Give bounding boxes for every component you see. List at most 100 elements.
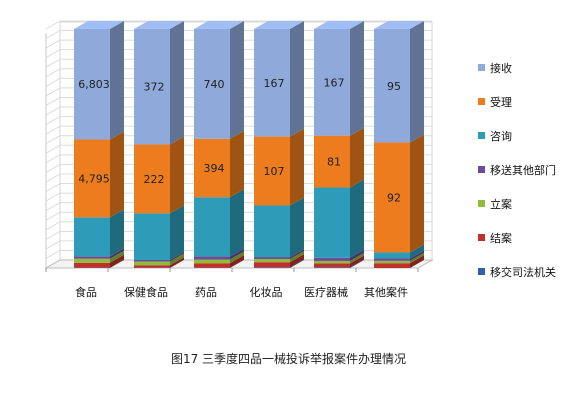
- bar-segment: [374, 263, 410, 268]
- data-label: 92: [387, 191, 401, 204]
- data-label: 372: [144, 81, 165, 94]
- grid-line-side: [45, 97, 61, 106]
- data-label: 167: [324, 76, 345, 89]
- bar-segment: [134, 265, 170, 268]
- bar-segment-side: [410, 252, 424, 264]
- bar-segment-side: [290, 259, 304, 268]
- bar-segment: [374, 260, 410, 264]
- bar-segment: [194, 29, 230, 139]
- grid-line-side: [45, 221, 61, 231]
- grid-line-side: [45, 116, 61, 126]
- data-label: 107: [264, 165, 285, 178]
- grid-line-side: [45, 77, 61, 87]
- bar-segment: [74, 258, 110, 263]
- grid-line-side: [45, 192, 61, 202]
- figure-caption: 图17 三季度四品一械投诉举报案件办理情况: [170, 352, 407, 366]
- bar-segment-side: [110, 250, 124, 263]
- bar-segment-side: [410, 255, 424, 268]
- grid-line-side: [45, 154, 61, 164]
- bar-segment-side: [350, 259, 364, 268]
- bar-segment: [254, 205, 290, 258]
- bar-segment: [314, 267, 350, 268]
- bar-segment: [74, 139, 110, 218]
- grid-line-side: [45, 230, 61, 240]
- bar-segment-side: [110, 248, 124, 259]
- bar-segment: [74, 217, 110, 257]
- bar-segment-side: [350, 179, 364, 258]
- grid-line-side: [45, 135, 61, 145]
- bar-top-face: [74, 21, 124, 29]
- bar-top-face: [254, 21, 304, 29]
- legend-label: 立案: [490, 197, 512, 211]
- bar-segment-side: [350, 21, 364, 136]
- bar-segment: [134, 213, 170, 260]
- grid-line-side: [45, 211, 61, 221]
- bar-segment-side: [290, 128, 304, 206]
- bar-segment: [74, 29, 110, 140]
- bar-top-face: [314, 21, 364, 29]
- bar-segment: [74, 262, 110, 268]
- bar-segment-side: [170, 21, 184, 145]
- bar-segment: [374, 29, 410, 143]
- bar-segment-side: [350, 252, 364, 264]
- data-label: 81: [327, 156, 341, 169]
- bar-segment-side: [110, 131, 124, 218]
- bar-segment-side: [170, 251, 184, 262]
- bar-segment-side: [410, 250, 424, 261]
- bar-segment: [194, 263, 230, 268]
- grid-line-side: [45, 30, 61, 39]
- bar-segment-side: [230, 259, 244, 268]
- data-label: 222: [144, 173, 165, 186]
- grid-line-side: [45, 202, 61, 212]
- grid-line-side: [45, 87, 61, 97]
- bar-segment-side: [410, 244, 424, 259]
- bar-segment: [314, 257, 350, 261]
- category-label: 药品: [195, 286, 217, 299]
- grid-line-side: [45, 49, 61, 59]
- bar-segment: [254, 136, 290, 206]
- data-label: 95: [387, 80, 401, 93]
- bar-segment: [134, 259, 170, 262]
- legend-label: 受理: [490, 96, 512, 109]
- grid-line-side: [45, 39, 61, 49]
- bar-top-face: [374, 21, 424, 29]
- bar-segment: [134, 29, 170, 145]
- bar-segment-side: [230, 189, 244, 257]
- category-label: 食品: [75, 285, 97, 299]
- bar-segment-side: [290, 250, 304, 263]
- category-label: 保健食品: [124, 285, 168, 299]
- category-label: 化妆品: [250, 285, 283, 299]
- bar-segment: [74, 256, 110, 259]
- bar-segment: [254, 257, 290, 259]
- grid-line-side: [45, 20, 61, 30]
- bar-segment: [314, 29, 350, 136]
- bar-segment-side: [350, 255, 364, 268]
- bar-segment-side: [410, 134, 424, 253]
- bar-segment: [314, 135, 350, 188]
- bar-segment: [194, 256, 230, 260]
- bar-segment: [254, 262, 290, 268]
- legend-swatch: [478, 64, 485, 71]
- bar-segment: [314, 263, 350, 268]
- bar-segment-side: [230, 251, 244, 264]
- bar-segment-side: [230, 248, 244, 260]
- bar-segment: [134, 144, 170, 214]
- data-label: 167: [264, 77, 285, 90]
- bar-top-face: [134, 21, 184, 29]
- grid-line-side: [45, 173, 61, 183]
- bar-segment: [254, 29, 290, 137]
- grid-line-side: [45, 58, 61, 68]
- legend-swatch: [478, 166, 485, 173]
- grid-line-side: [45, 240, 61, 250]
- bar-segment: [134, 261, 170, 266]
- bar-segment-side: [290, 249, 304, 259]
- data-label: 4,795: [78, 172, 110, 185]
- bar-segment-side: [290, 254, 304, 268]
- bar-segment: [254, 267, 290, 268]
- legend-swatch: [478, 98, 485, 105]
- data-label: 6,803: [78, 78, 110, 91]
- bar-segment-side: [230, 255, 244, 268]
- data-label: 740: [204, 78, 225, 91]
